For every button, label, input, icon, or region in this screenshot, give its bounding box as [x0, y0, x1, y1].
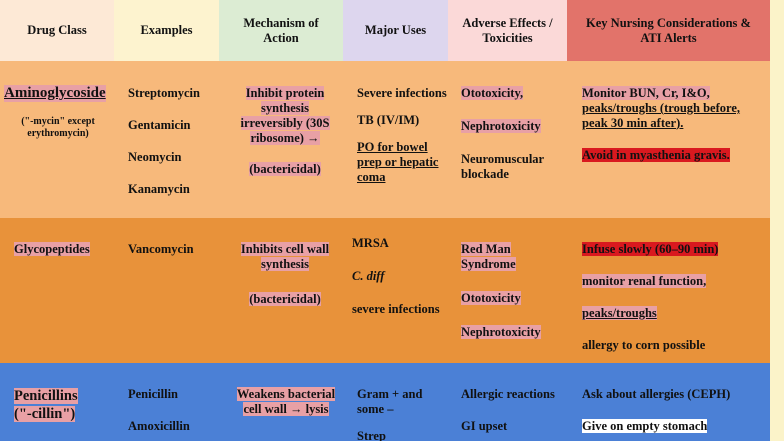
header-major-uses-text: Major Uses [364, 23, 427, 37]
use-item: Gram + and some – [357, 387, 423, 416]
nursing-item: Ask about allergies (CEPH) [582, 387, 731, 401]
class-cell: Glycopeptides [14, 242, 112, 257]
adverse-item: GI upset [461, 419, 508, 433]
adverse-cell: Red Man Syndrome Ototoxicity Nephrotoxic… [461, 242, 565, 340]
nursing-alert: Infuse slowly (60–90 min) [582, 242, 719, 256]
row-penicillins: Penicillins ("-cillin") Penicillin Amoxi… [0, 363, 770, 441]
class-name-glycopeptides: Glycopeptides [14, 242, 90, 256]
header-nursing-text: Key Nursing Considerations & ATI Alerts [586, 15, 751, 45]
examples-cell: Streptomycin Gentamicin Neomycin Kanamyc… [128, 86, 218, 197]
mechanism-cell: Inhibits cell wall synthesis (bactericid… [230, 242, 340, 307]
header-examples: Examples [114, 0, 219, 61]
mechanism-text: Inhibits cell wall synthesis [240, 242, 330, 271]
mechanism-type: (bactericidal) [249, 292, 321, 306]
class-note: ("-mycin" except erythromycin) [21, 116, 95, 139]
example-item: Amoxicillin [128, 419, 190, 433]
nursing-alert: Avoid in myasthenia gravis. [582, 148, 730, 162]
example-item: Penicillin [128, 387, 178, 401]
header-drug-class: Drug Class [0, 0, 114, 61]
nursing-cell: Ask about allergies (CEPH) Give on empty… [582, 387, 768, 434]
row-glycopeptides: Glycopeptides Vancomycin Inhibits cell w… [0, 218, 770, 363]
class-cell: Penicillins ("-cillin") [14, 387, 112, 423]
adverse-item: Allergic reactions [461, 387, 555, 401]
nursing-item: allergy to corn possible [582, 338, 706, 352]
use-item: MRSA [352, 236, 389, 250]
use-item: C. diff [352, 269, 385, 283]
adverse-item: Nephrotoxicity [461, 119, 541, 133]
mechanism-cell: Weakens bacterial cell wall → lysis [230, 387, 342, 417]
adverse-cell: Allergic reactions GI upset [461, 387, 567, 434]
adverse-cell: Ototoxicity, Nephrotoxicity Neuromuscula… [461, 86, 565, 182]
use-item: Severe infections [357, 86, 447, 100]
mechanism-text: Weakens bacterial cell wall → lysis [236, 387, 336, 416]
row-aminoglycoside: Aminoglycoside ("-mycin" except erythrom… [0, 61, 770, 218]
example-item: Gentamicin [128, 118, 191, 132]
uses-cell: Severe infections TB (IV/IM) PO for bowe… [357, 86, 447, 185]
nursing-item: monitor renal function, [582, 274, 707, 288]
header-mechanism: Mechanism of Action [219, 0, 343, 61]
header-adverse-text: Adverse Effects / Toxicities [462, 15, 553, 45]
class-name-penicillins: Penicillins [14, 388, 78, 404]
slide-margin [770, 0, 784, 441]
class-cell: Aminoglycoside ("-mycin" except erythrom… [4, 85, 112, 140]
example-item: Vancomycin [128, 242, 194, 256]
class-name-aminoglycoside: Aminoglycoside [4, 85, 106, 102]
uses-cell: Gram + and some – Strep [357, 387, 447, 441]
adverse-item: Neuromuscular blockade [461, 152, 544, 181]
adverse-item: Ototoxicity, [461, 86, 524, 100]
header-examples-text: Examples [140, 23, 193, 37]
nursing-cell: Monitor BUN, Cr, I&O, peaks/troughs (tro… [582, 86, 768, 163]
adverse-item: Ototoxicity [461, 291, 521, 305]
examples-cell: Penicillin Amoxicillin [128, 387, 218, 434]
uses-cell: MRSA C. diff severe infections [352, 236, 447, 317]
use-item: TB (IV/IM) [357, 113, 420, 127]
use-item: severe infections [352, 302, 440, 316]
header-mechanism-text: Mechanism of Action [243, 15, 319, 45]
mechanism-text: Inhibit protein synthesis irreversibly (… [240, 86, 330, 145]
nursing-line-d: ). [676, 116, 684, 130]
adverse-item: Nephrotoxicity [461, 325, 541, 339]
nursing-line-a: Monitor BUN, Cr, I&O, [582, 86, 710, 100]
nursing-line-b: peaks/troughs ( [582, 101, 665, 115]
class-suffix-penicillins: ("-cillin") [14, 406, 76, 422]
header-major-uses: Major Uses [343, 0, 448, 61]
use-item: Strep [357, 429, 386, 441]
examples-cell: Vancomycin [128, 242, 218, 257]
nursing-item: peaks/troughs [582, 306, 657, 320]
header-adverse: Adverse Effects / Toxicities [448, 0, 567, 61]
header-nursing: Key Nursing Considerations & ATI Alerts [567, 0, 770, 61]
example-item: Streptomycin [128, 86, 200, 100]
mechanism-cell: Inhibit protein synthesis irreversibly (… [230, 86, 340, 177]
mechanism-type: (bactericidal) [249, 162, 321, 176]
nursing-cell: Infuse slowly (60–90 min) monitor renal … [582, 242, 768, 353]
nursing-line-c: trough before, peak 30 min after [582, 101, 741, 130]
example-item: Neomycin [128, 150, 182, 164]
nursing-item: Give on empty stomach [582, 419, 708, 433]
use-item: PO for bowel prep or hepatic coma [357, 140, 439, 184]
example-item: Kanamycin [128, 182, 190, 196]
header-drug-class-text: Drug Class [27, 23, 87, 37]
adverse-item: Red Man Syndrome [461, 242, 516, 271]
